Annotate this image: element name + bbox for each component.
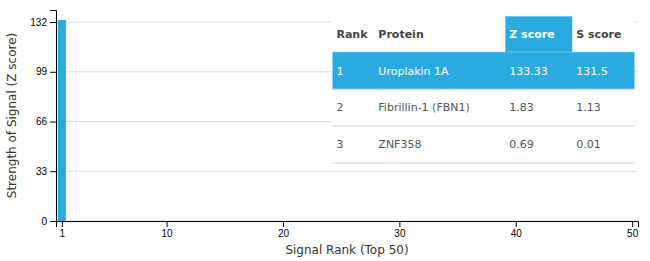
chart: 110203040500336699132Signal Rank (Top 50… bbox=[0, 0, 650, 261]
table: Rank Protein Z score S score 1 Uroplakin 1A 13… bbox=[332, 16, 634, 163]
tick: 1 bbox=[60, 221, 66, 239]
tick: 99 bbox=[36, 66, 56, 77]
axis-line bbox=[57, 222, 639, 228]
table-header-highlight bbox=[505, 16, 572, 52]
tick-mark bbox=[50, 22, 56, 23]
table-cell: 133.33 bbox=[509, 65, 547, 78]
table-cell: ZNF358 bbox=[378, 138, 421, 151]
tick-mark bbox=[50, 221, 56, 222]
tick-mark bbox=[283, 221, 284, 227]
table-cell: 0.69 bbox=[509, 138, 533, 151]
tick-label: 99 bbox=[36, 66, 48, 77]
tick-mark bbox=[399, 221, 400, 227]
tick-mark bbox=[50, 171, 56, 172]
table-rule bbox=[332, 126, 634, 127]
tick-mark bbox=[62, 221, 63, 227]
tick-label: 40 bbox=[511, 228, 523, 239]
tick: 50 bbox=[627, 221, 639, 239]
table-cell: 1 bbox=[336, 65, 343, 78]
table-rule bbox=[332, 89, 634, 90]
table-cell: 0.01 bbox=[576, 138, 601, 151]
table-cell: 3 bbox=[336, 138, 343, 151]
tick-label: 20 bbox=[278, 228, 290, 239]
tick: 33 bbox=[36, 166, 56, 177]
table-cell: 1.83 bbox=[509, 101, 533, 114]
plot: 110203040500336699132Signal Rank (Top 50… bbox=[5, 11, 639, 258]
tick: 20 bbox=[278, 221, 290, 239]
y-axis: 0 33 66 99 132 bbox=[30, 11, 56, 227]
table-cell: 2 bbox=[336, 101, 343, 114]
tick: 10 bbox=[162, 221, 174, 239]
table-header: Protein bbox=[378, 28, 423, 41]
table-header: Rank bbox=[336, 28, 368, 41]
tick-mark bbox=[632, 221, 633, 227]
table-rule bbox=[332, 162, 634, 163]
tick-label: 50 bbox=[627, 228, 639, 239]
table-cell: 131.5 bbox=[576, 65, 608, 78]
table-cell: 1.13 bbox=[576, 101, 601, 114]
tick-label: 0 bbox=[41, 216, 47, 227]
table-row-highlight bbox=[332, 52, 634, 89]
tick-mark bbox=[50, 72, 56, 73]
tick-label: 30 bbox=[394, 228, 406, 239]
bar bbox=[58, 20, 66, 221]
y-axis-title: Strength of Signal (Z score) bbox=[5, 33, 19, 198]
tick-mark bbox=[167, 221, 168, 227]
tick-mark bbox=[516, 221, 517, 227]
tick-label: 132 bbox=[30, 17, 47, 28]
table-background bbox=[332, 16, 634, 163]
tick-mark bbox=[50, 122, 56, 123]
table-cell: Fibrillin-1 (FBN1) bbox=[378, 101, 469, 114]
tick-label: 33 bbox=[36, 166, 48, 177]
tick: 132 bbox=[30, 17, 56, 28]
grid-line bbox=[56, 171, 638, 172]
tick: 40 bbox=[511, 221, 523, 239]
tick: 66 bbox=[36, 116, 56, 127]
table-header: Z score bbox=[509, 28, 554, 41]
x-axis: 1 10 20 30 40 50 bbox=[57, 221, 639, 239]
bars bbox=[58, 20, 66, 221]
tick-label: 66 bbox=[36, 116, 48, 127]
axis-line bbox=[50, 11, 57, 222]
table-cell: Uroplakin 1A bbox=[378, 65, 449, 78]
tick: 0 bbox=[41, 216, 56, 227]
table-header: S score bbox=[576, 28, 621, 41]
tick-label: 10 bbox=[162, 228, 174, 239]
tick: 30 bbox=[394, 221, 406, 239]
tick-label: 1 bbox=[60, 228, 66, 239]
x-axis-title: Signal Rank (Top 50) bbox=[285, 243, 408, 257]
